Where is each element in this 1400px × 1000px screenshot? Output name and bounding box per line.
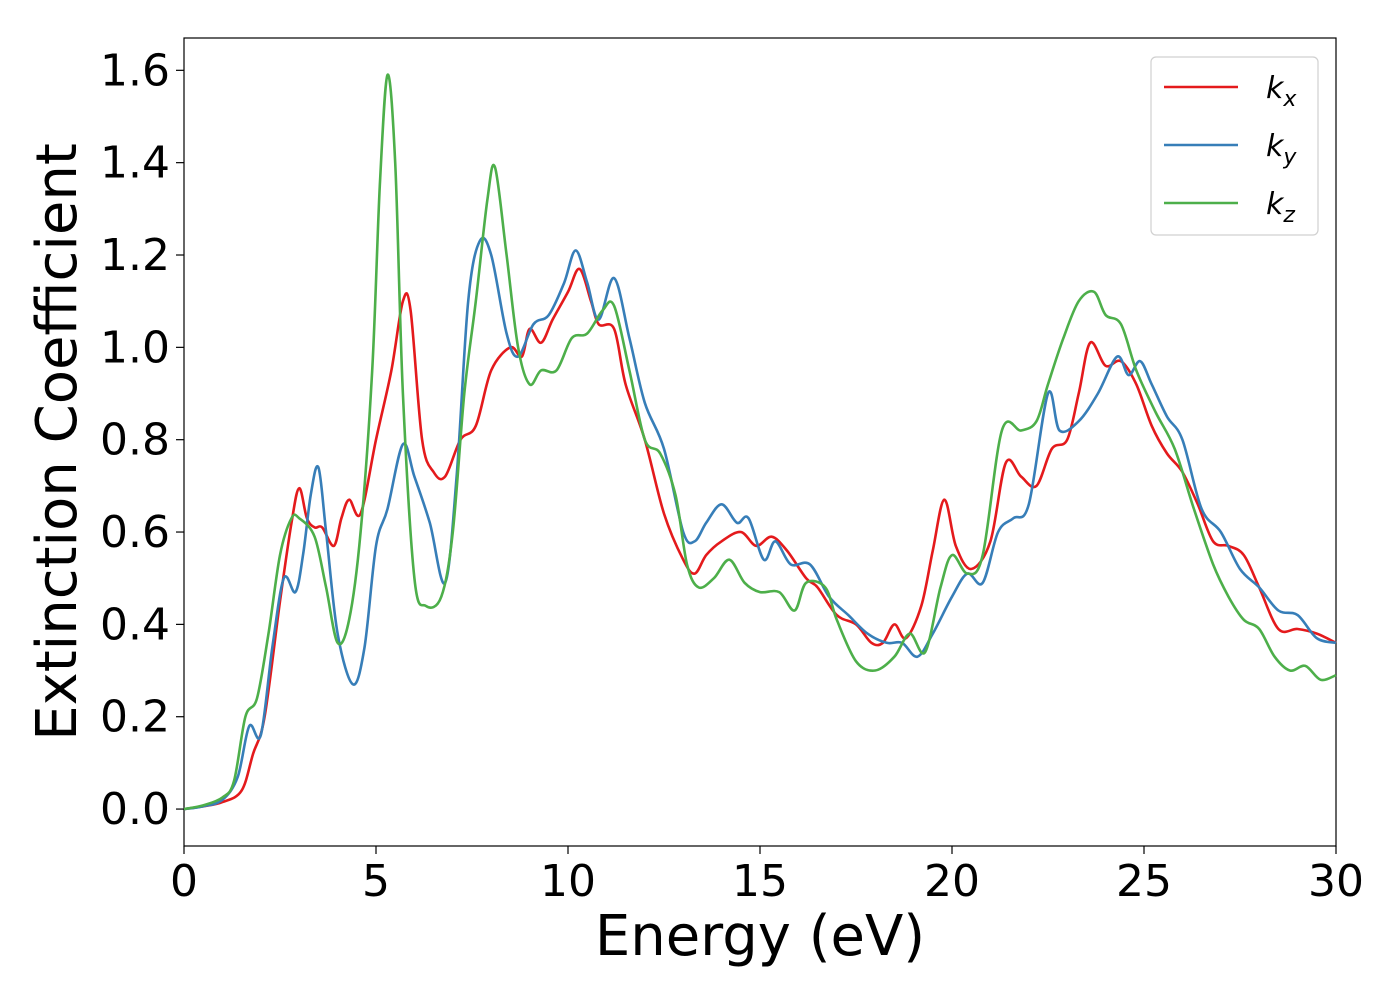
y-tick-label: 1.2 xyxy=(100,230,170,281)
legend-label-x: kx xyxy=(1266,71,1297,112)
y-axis-title: Extinction Coefficient xyxy=(25,143,90,741)
x-axis-ticks: 0 5 10 15 20 25 30 xyxy=(170,846,1364,907)
series-line-y xyxy=(183,236,1337,811)
y-tick-label: 1.0 xyxy=(100,322,170,373)
y-tick-label: 0.6 xyxy=(100,507,170,558)
x-tick-label: 15 xyxy=(732,856,788,907)
y-tick-label: 0.4 xyxy=(100,599,170,650)
legend: kx ky kz xyxy=(1150,56,1319,236)
legend-label-z: kz xyxy=(1266,187,1295,228)
series-line-x xyxy=(183,267,1337,811)
x-tick-label: 10 xyxy=(540,856,596,907)
x-tick-label: 5 xyxy=(362,856,390,907)
legend-label-y: ky xyxy=(1266,129,1297,170)
series-line-z xyxy=(183,73,1337,811)
y-axis-ticks: 0.0 0.2 0.4 0.6 0.8 1.0 1.2 1.4 1.6 xyxy=(100,45,184,835)
x-tick-label: 30 xyxy=(1308,856,1364,907)
x-axis-title: Energy (eV) xyxy=(595,904,925,969)
y-tick-label: 1.6 xyxy=(100,45,170,96)
x-tick-label: 0 xyxy=(170,856,198,907)
y-tick-label: 1.4 xyxy=(100,138,170,189)
series-layer xyxy=(183,73,1337,811)
y-tick-label: 0.8 xyxy=(100,415,170,466)
x-tick-label: 25 xyxy=(1116,856,1172,907)
x-tick-label: 20 xyxy=(924,856,980,907)
y-tick-label: 0.2 xyxy=(100,692,170,743)
y-tick-label: 0.0 xyxy=(100,784,170,835)
